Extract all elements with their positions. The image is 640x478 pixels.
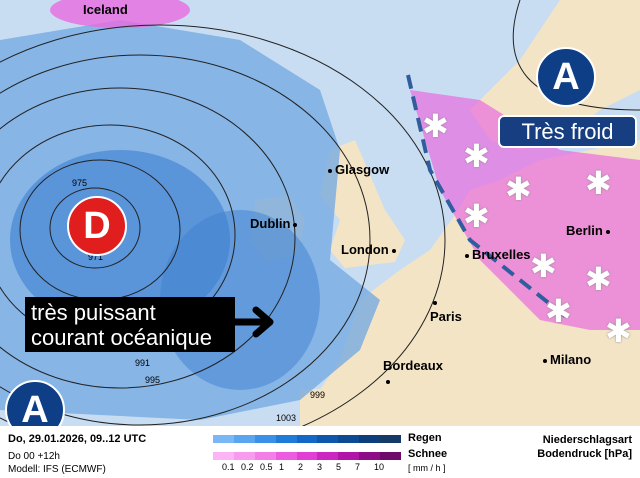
snowflake-icon: ✱ — [605, 313, 632, 349]
run: Do 00 +12h — [8, 451, 60, 462]
snow-swatch — [317, 452, 339, 460]
snow-label: Schnee — [408, 448, 448, 460]
unit: [ mm / h ] — [408, 463, 446, 473]
annotation-line: très puissant — [31, 300, 156, 325]
scale-tick: 10 — [374, 462, 385, 472]
ocean-current-annotation: très puissant courant océanique — [25, 297, 235, 352]
snowflake-icon: ✱ — [463, 138, 490, 174]
rain-swatch — [213, 435, 234, 443]
low-pressure: D — [67, 196, 127, 256]
snowflake-icon: ✱ — [463, 198, 490, 234]
snowflake-icon: ✱ — [505, 171, 532, 207]
high-pressure-south: A — [5, 380, 65, 426]
snow-swatch — [296, 452, 318, 460]
city-label: Bordeaux — [383, 358, 443, 388]
snow-swatch — [380, 452, 402, 460]
snow-swatch — [338, 452, 360, 460]
snowflake-icon: ✱ — [545, 293, 572, 329]
city-label: London — [341, 242, 399, 257]
snow-scale — [213, 452, 402, 460]
city-label: Paris — [430, 294, 462, 324]
land-iberia — [300, 385, 420, 426]
isobar-label: 971 — [88, 252, 104, 262]
legend-title-pressure: Bodendruck [hPa] — [537, 448, 632, 460]
scale-tick: 0.2 — [241, 462, 254, 472]
city-label: Berlin — [566, 223, 613, 238]
city-label: Iceland — [83, 2, 128, 17]
scale-tick: 7 — [355, 462, 361, 472]
rain-swatch — [317, 435, 339, 443]
snow-band — [410, 90, 640, 330]
scale-tick: 1 — [279, 462, 285, 472]
scale-tick: 0.5 — [260, 462, 273, 472]
scale-ticks: 0.1 0.2 0.5 1 2 3 5 7 10 — [222, 462, 393, 472]
scale-tick: 5 — [336, 462, 342, 472]
snow-swatch — [213, 452, 234, 460]
high-pressure-north: A — [536, 47, 596, 107]
annotation-line: courant océanique — [31, 325, 213, 350]
isobar-label: 991 — [135, 358, 151, 368]
snowflake-icon: ✱ — [585, 261, 612, 297]
scale-tick: 3 — [317, 462, 323, 472]
cold-front-line — [406, 74, 572, 322]
rain-swatch — [380, 435, 402, 443]
snow-swatch — [233, 452, 255, 460]
snow-swatch — [275, 452, 297, 460]
cold-annotation: Très froid — [498, 115, 637, 148]
rain-swatch — [338, 435, 360, 443]
city-label: Glasgow — [325, 162, 389, 177]
isobar-label: 1003 — [276, 413, 297, 423]
rain-label: Regen — [408, 432, 442, 444]
legend-title-type: Niederschlagsart — [542, 434, 632, 446]
scale-tick: 0.1 — [222, 462, 235, 472]
city-label: Milano — [540, 352, 591, 367]
city-label: Dublin — [250, 216, 300, 231]
model: Modell: IFS (ECMWF) — [8, 464, 106, 475]
rain-swatch — [296, 435, 318, 443]
city-label: Bruxelles — [462, 247, 531, 262]
snow-swatch — [359, 452, 381, 460]
isobar-label: 995 — [145, 375, 161, 385]
snow-iceland — [50, 0, 190, 28]
snowflake-icon: ✱ — [585, 165, 612, 201]
map-shapes — [0, 0, 640, 426]
isobar-label: 999 — [310, 390, 326, 400]
datetime: Do, 29.01.2026, 09..12 UTC — [8, 433, 147, 445]
scale-tick: 2 — [298, 462, 304, 472]
rain-swatch — [359, 435, 381, 443]
land-britain — [320, 140, 405, 268]
snow-swatch — [254, 452, 276, 460]
snowflake-icon: ✱ — [530, 248, 557, 284]
legend: Do, 29.01.2026, 09..12 UTC Do 00 +12h Mo… — [0, 426, 640, 478]
rain-swatch — [254, 435, 276, 443]
weather-map: 975 971 991 995 999 1003 ✱ ✱ ✱ ✱ ✱ ✱ ✱ ✱ ✱ Icela… — [0, 0, 640, 426]
snowflake-icon: ✱ — [422, 108, 449, 144]
rain-swatch — [275, 435, 297, 443]
isobar-label: 975 — [72, 178, 88, 188]
rain-scale — [213, 435, 402, 443]
rain-swatch — [233, 435, 255, 443]
